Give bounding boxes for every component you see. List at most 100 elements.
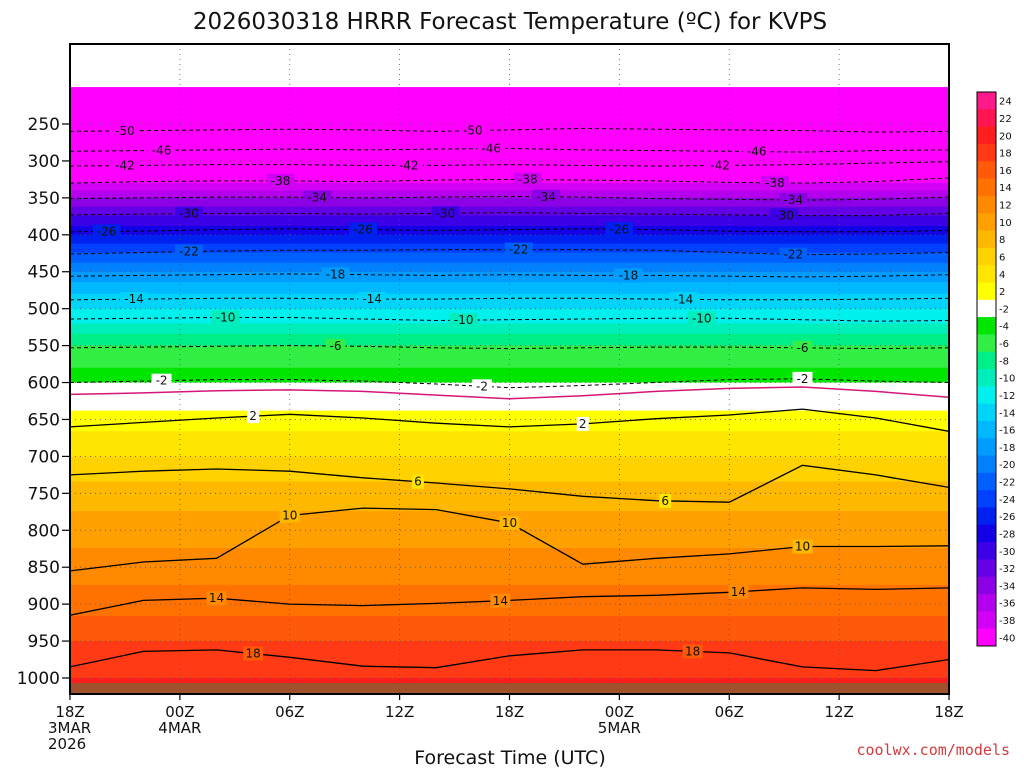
- contour-label-bg: [321, 267, 350, 282]
- colorbar-label: 14: [999, 183, 1012, 194]
- contour-label-bg: [325, 339, 346, 354]
- temperature-band: [70, 630, 949, 633]
- temperature-band: [70, 576, 949, 579]
- temperature-band: [70, 384, 949, 387]
- contour-label-bg: [458, 123, 487, 138]
- temperature-band: [70, 615, 949, 619]
- contour-label: -46: [747, 145, 767, 159]
- temperature-band: [70, 166, 949, 169]
- contour-label-bg: [449, 313, 478, 328]
- temperature-band: [70, 545, 949, 548]
- colorbar-swatch: [977, 299, 996, 318]
- temperature-band: [70, 447, 949, 450]
- temperature-band: [70, 475, 949, 478]
- temperature-band: [70, 107, 949, 110]
- contour-label: -6: [330, 339, 342, 353]
- temperature-band: [70, 177, 949, 180]
- temperature-band: [70, 567, 949, 570]
- contour-label: -30: [436, 206, 456, 220]
- x-tick-label: 2026: [48, 735, 86, 753]
- contour-label-bg: [761, 175, 790, 190]
- temperature-band: [70, 317, 949, 320]
- contour-label-bg: [669, 292, 698, 307]
- temperature-band: [70, 87, 949, 90]
- temperature-band: [70, 361, 949, 364]
- colorbar-swatch: [977, 109, 996, 128]
- temperature-band: [70, 129, 949, 132]
- colorbar-label: -12: [999, 391, 1015, 402]
- contour-label-bg: [151, 373, 172, 388]
- contour-label: -38: [518, 173, 538, 187]
- temperature-band: [70, 437, 949, 440]
- temperature-band: [70, 274, 949, 277]
- y-tick-label: 350: [28, 189, 60, 209]
- contour-label: -26: [353, 223, 373, 237]
- temperature-band: [70, 320, 949, 323]
- temperature-band: [70, 175, 949, 178]
- contour-label: -2: [797, 372, 809, 386]
- temperature-band: [70, 307, 949, 310]
- colorbar-swatch: [977, 472, 996, 491]
- temperature-band: [70, 137, 949, 140]
- temperature-band: [70, 174, 949, 177]
- temperature-band: [70, 364, 949, 367]
- temperature-band: [70, 196, 949, 199]
- contour-label-bg: [175, 244, 204, 259]
- colorbar-swatch: [977, 542, 996, 560]
- contour-label-bg: [770, 208, 799, 223]
- temperature-band: [70, 440, 949, 443]
- temperature-band: [70, 350, 949, 353]
- temperature-band: [70, 645, 949, 648]
- colorbar-swatch: [977, 559, 996, 578]
- temperature-band: [70, 550, 949, 554]
- contour-label: 10: [795, 540, 810, 554]
- grid-lines: [70, 44, 949, 694]
- x-tick-label: 00Z: [165, 703, 194, 721]
- contour-label: -2: [476, 379, 488, 393]
- contour-label: 10: [502, 516, 517, 530]
- temperature-band: [70, 119, 949, 122]
- colorbar-label: -8: [999, 356, 1009, 367]
- contour-label-bg: [243, 646, 264, 661]
- temperature-band: [70, 531, 949, 534]
- temperature-band: [70, 97, 949, 100]
- x-axis-label: Forecast Time (UTC): [414, 747, 605, 768]
- temperature-band: [70, 156, 949, 159]
- contour-label-bg: [605, 222, 634, 237]
- colorbar-swatch: [977, 507, 996, 526]
- temperature-band: [70, 316, 949, 319]
- temperature-band: [70, 339, 949, 342]
- colorbar-label: 8: [999, 235, 1005, 246]
- temperature-band: [70, 636, 949, 639]
- temperature-band: [70, 391, 949, 394]
- temperature-band: [70, 159, 949, 162]
- contour-line: [70, 464, 949, 503]
- temperature-band: [70, 426, 949, 429]
- colorbar-label: -38: [999, 616, 1015, 627]
- temperature-band: [70, 336, 949, 339]
- temperature-band: [70, 385, 949, 388]
- temperature-band: [70, 239, 949, 242]
- temperature-band: [70, 236, 949, 239]
- temperature-band: [70, 109, 949, 112]
- temperature-band: [70, 505, 949, 508]
- contour-label: -2: [156, 374, 168, 388]
- temperature-band: [70, 474, 949, 477]
- temperature-band: [70, 651, 949, 654]
- contour-label-bg: [394, 158, 423, 173]
- temperature-band: [70, 169, 949, 172]
- contour-label-bg: [687, 311, 716, 326]
- contour-label-bg: [532, 189, 561, 204]
- y-tick-label: 800: [28, 521, 60, 541]
- temperature-band: [70, 564, 949, 567]
- colorbar-swatch: [977, 594, 996, 612]
- x-tick-label: 5MAR: [598, 719, 641, 737]
- temperature-band: [70, 675, 949, 678]
- colorbar-label: -4: [999, 322, 1009, 333]
- temperature-band: [70, 395, 949, 398]
- contour-label: -10: [216, 311, 236, 325]
- temperature-band: [70, 347, 949, 350]
- temperature-band: [70, 415, 949, 418]
- temperature-band: [70, 404, 949, 407]
- temperature-band: [70, 664, 949, 667]
